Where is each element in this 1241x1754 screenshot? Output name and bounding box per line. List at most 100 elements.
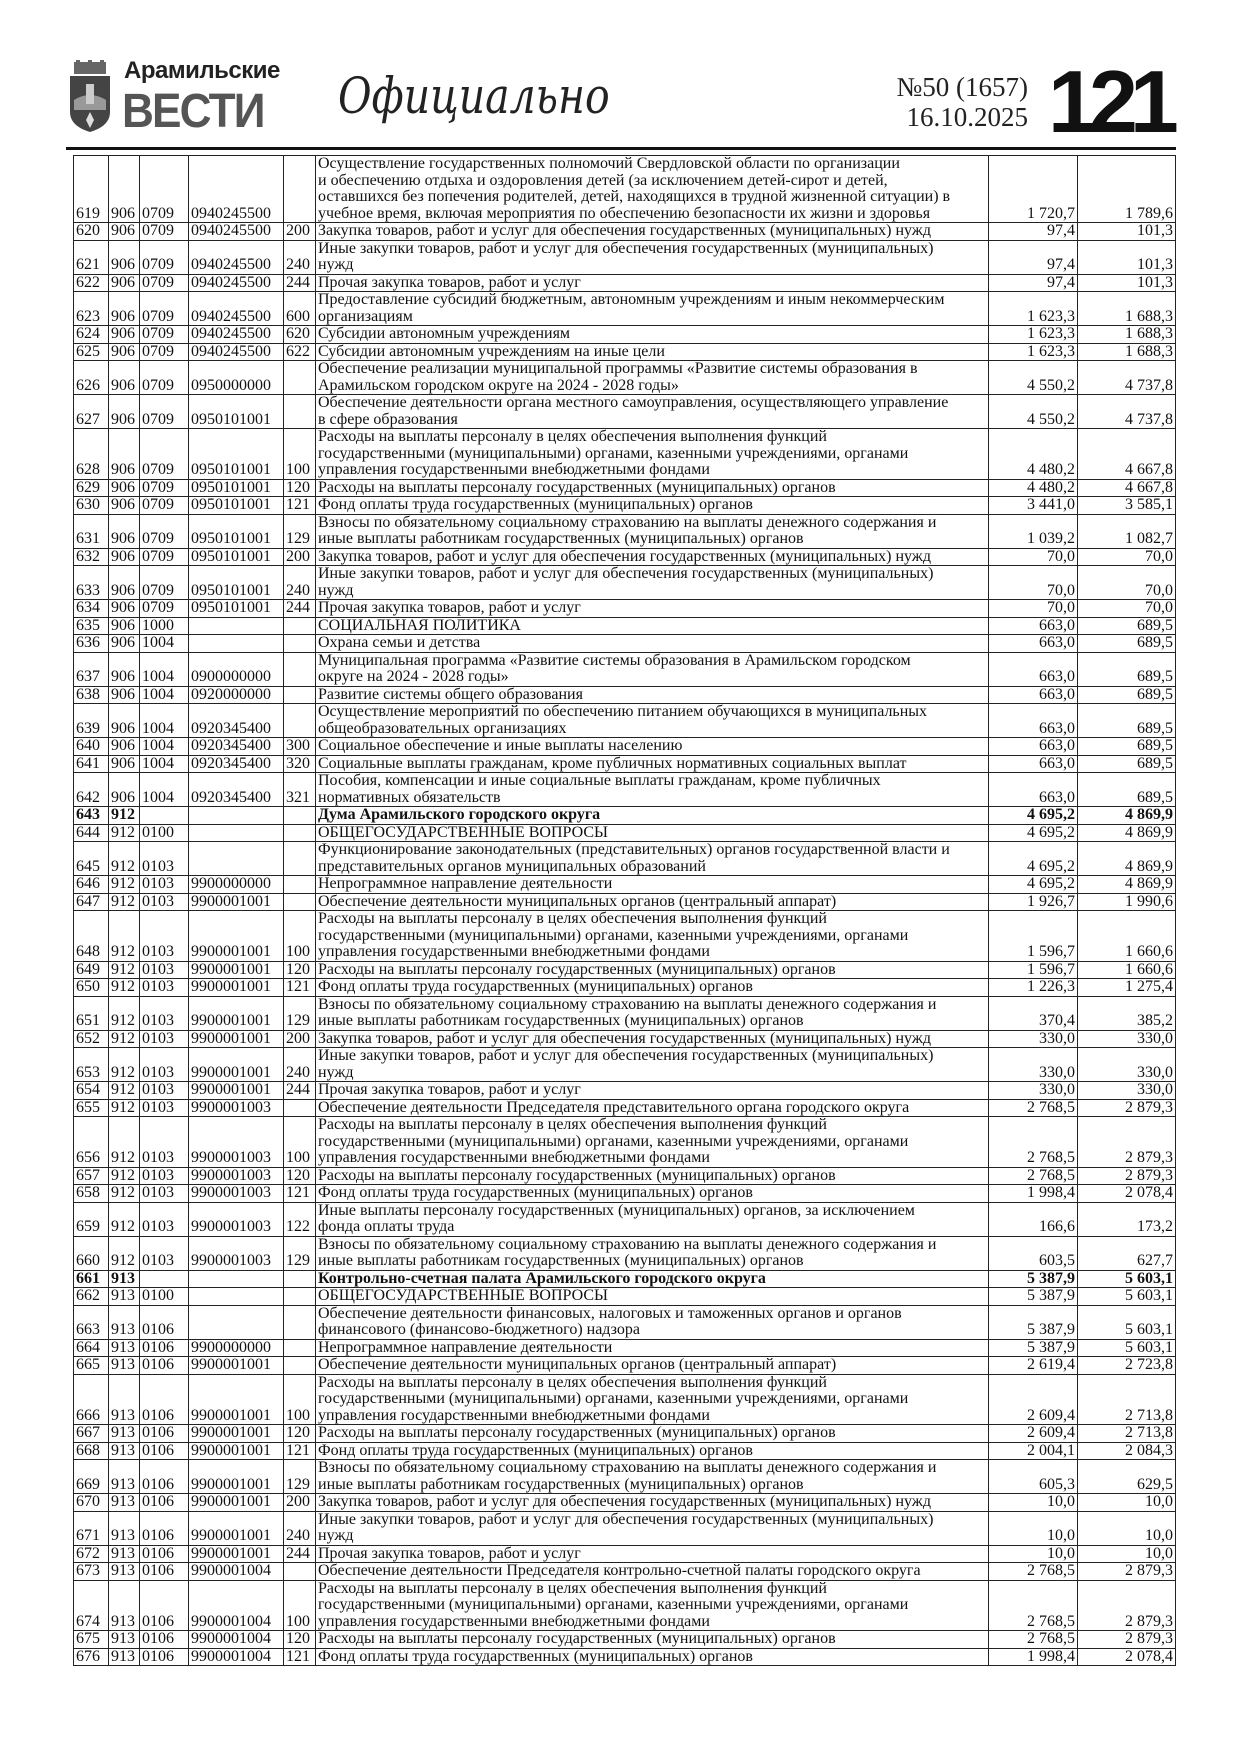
expense-type-code: 129	[283, 995, 316, 1031]
row-number: 633	[73, 565, 109, 600]
table-row: 640 906 1004 0920345400 300 Социальное обеспе…	[73, 737, 1176, 756]
row-number: 619	[73, 155, 109, 223]
expense-type-code	[283, 823, 316, 842]
expense-type-code: 129	[283, 1459, 316, 1494]
expense-type-code: 200	[283, 547, 316, 566]
section-code: 0103	[139, 892, 189, 911]
amount-2027: 385,2	[1077, 995, 1176, 1031]
row-number: 654	[73, 1081, 109, 1100]
section-code: 0709	[139, 360, 189, 395]
expense-type-code	[283, 1562, 316, 1581]
description: Обеспечение деятельности Председателя ко…	[315, 1562, 989, 1581]
issue-number: №50 (1657)	[896, 72, 1029, 102]
amount-2026: 2 619,4	[988, 1356, 1078, 1375]
target-article-code	[188, 1304, 284, 1340]
department-code: 912	[108, 995, 140, 1031]
amount-2026: 2 768,5	[988, 1116, 1078, 1168]
expense-type-code: 300	[283, 737, 316, 756]
department-code: 912	[108, 1116, 140, 1168]
amount-2026: 605,3	[988, 1459, 1078, 1494]
expense-type-code	[283, 703, 316, 738]
target-article-code: 9900001003	[188, 1166, 284, 1185]
row-number: 650	[73, 978, 109, 997]
amount-2027: 5 603,1	[1077, 1269, 1176, 1288]
expense-type-code: 244	[283, 599, 316, 618]
description: Расходы на выплаты персоналу государстве…	[315, 960, 989, 979]
description: Закупка товаров, работ и услуг для обесп…	[315, 1029, 989, 1048]
description: Осуществление государственных полномочий…	[315, 155, 989, 223]
amount-2026: 1 226,3	[988, 978, 1078, 997]
issue-info: №50 (1657) 16.10.2025	[868, 72, 1029, 132]
target-article-code: 9900001001	[188, 892, 284, 911]
department-code: 913	[108, 1287, 140, 1306]
department-code: 906	[108, 342, 140, 361]
expense-type-code: 100	[283, 1373, 316, 1425]
table-row: 628 906 0709 0950101001 100 Расходы на выплат…	[73, 428, 1176, 480]
table-row: 654 912 0103 9900001001 244 Прочая закупка то…	[73, 1081, 1176, 1100]
expense-type-code	[283, 892, 316, 911]
department-code: 912	[108, 1166, 140, 1185]
amount-2027: 2 713,8	[1077, 1424, 1176, 1443]
expense-type-code	[283, 155, 316, 223]
department-code: 912	[108, 910, 140, 962]
expense-type-code	[283, 806, 316, 825]
amount-2026: 4 480,2	[988, 428, 1078, 480]
expense-type-code: 240	[283, 239, 316, 275]
department-code: 912	[108, 1098, 140, 1117]
table-row: 645 912 0103 Функционирование законодательн…	[73, 841, 1176, 876]
section-code: 0709	[139, 428, 189, 480]
table-row: 648 912 0103 9900001001 100 Расходы на выплат…	[73, 910, 1176, 962]
amount-2027: 1 688,3	[1077, 325, 1176, 344]
department-code: 906	[108, 616, 140, 635]
section-code: 0709	[139, 291, 189, 326]
section-code: 0106	[139, 1304, 189, 1340]
amount-2027: 330,0	[1077, 1047, 1176, 1082]
table-row: 659 912 0103 9900001003 122 Иные выплаты перс…	[73, 1201, 1176, 1237]
expense-type-code: 620	[283, 325, 316, 344]
row-number: 668	[73, 1441, 109, 1460]
section-code: 0103	[139, 875, 189, 894]
target-article-code	[188, 841, 284, 876]
amount-2026: 663,0	[988, 634, 1078, 653]
expense-type-code: 100	[283, 910, 316, 962]
amount-2027: 101,3	[1077, 273, 1176, 292]
row-number: 632	[73, 547, 109, 566]
row-number: 669	[73, 1459, 109, 1494]
table-row: 671 913 0106 9900001001 240 Иные закупки това…	[73, 1510, 1176, 1546]
expense-type-code	[283, 634, 316, 653]
section-code: 0100	[139, 1287, 189, 1306]
description: Взносы по обязательному социальному стра…	[315, 1235, 989, 1271]
amount-2026: 4 695,2	[988, 875, 1078, 894]
amount-2027: 1 082,7	[1077, 513, 1176, 549]
target-article-code: 9900001003	[188, 1184, 284, 1203]
section-code: 0106	[139, 1459, 189, 1494]
table-row: 669 913 0106 9900001001 129 Взносы по обязате…	[73, 1459, 1176, 1494]
row-number: 664	[73, 1338, 109, 1357]
table-row: 660 912 0103 9900001003 129 Взносы по обязате…	[73, 1235, 1176, 1271]
description: Расходы на выплаты персоналу в целях обе…	[315, 1116, 989, 1168]
department-code: 912	[108, 806, 140, 825]
row-number: 674	[73, 1579, 109, 1631]
description: Контрольно-счетная палата Арамильского г…	[315, 1269, 989, 1288]
table-row: 636 906 1004 Охрана семьи и детства 663,0 689…	[73, 634, 1176, 653]
target-article-code: 0940245500	[188, 342, 284, 361]
row-number: 673	[73, 1562, 109, 1581]
department-code: 906	[108, 754, 140, 773]
target-article-code: 9900001001	[188, 1441, 284, 1460]
amount-2026: 1 720,7	[988, 155, 1078, 223]
row-number: 629	[73, 478, 109, 497]
section-code: 0106	[139, 1510, 189, 1546]
target-article-code: 9900001001	[188, 1544, 284, 1563]
expense-type-code	[283, 616, 316, 635]
department-code: 913	[108, 1269, 140, 1288]
section-code: 0103	[139, 1116, 189, 1168]
amount-2026: 166,6	[988, 1201, 1078, 1237]
expense-type-code: 600	[283, 291, 316, 326]
row-number: 671	[73, 1510, 109, 1546]
target-article-code: 9900001003	[188, 1116, 284, 1168]
amount-2026: 70,0	[988, 599, 1078, 618]
section-code: 0709	[139, 478, 189, 497]
table-row: 629 906 0709 0950101001 120 Расходы на выплат…	[73, 478, 1176, 497]
description: Взносы по обязательному социальному стра…	[315, 513, 989, 549]
expense-type-code	[283, 1269, 316, 1288]
